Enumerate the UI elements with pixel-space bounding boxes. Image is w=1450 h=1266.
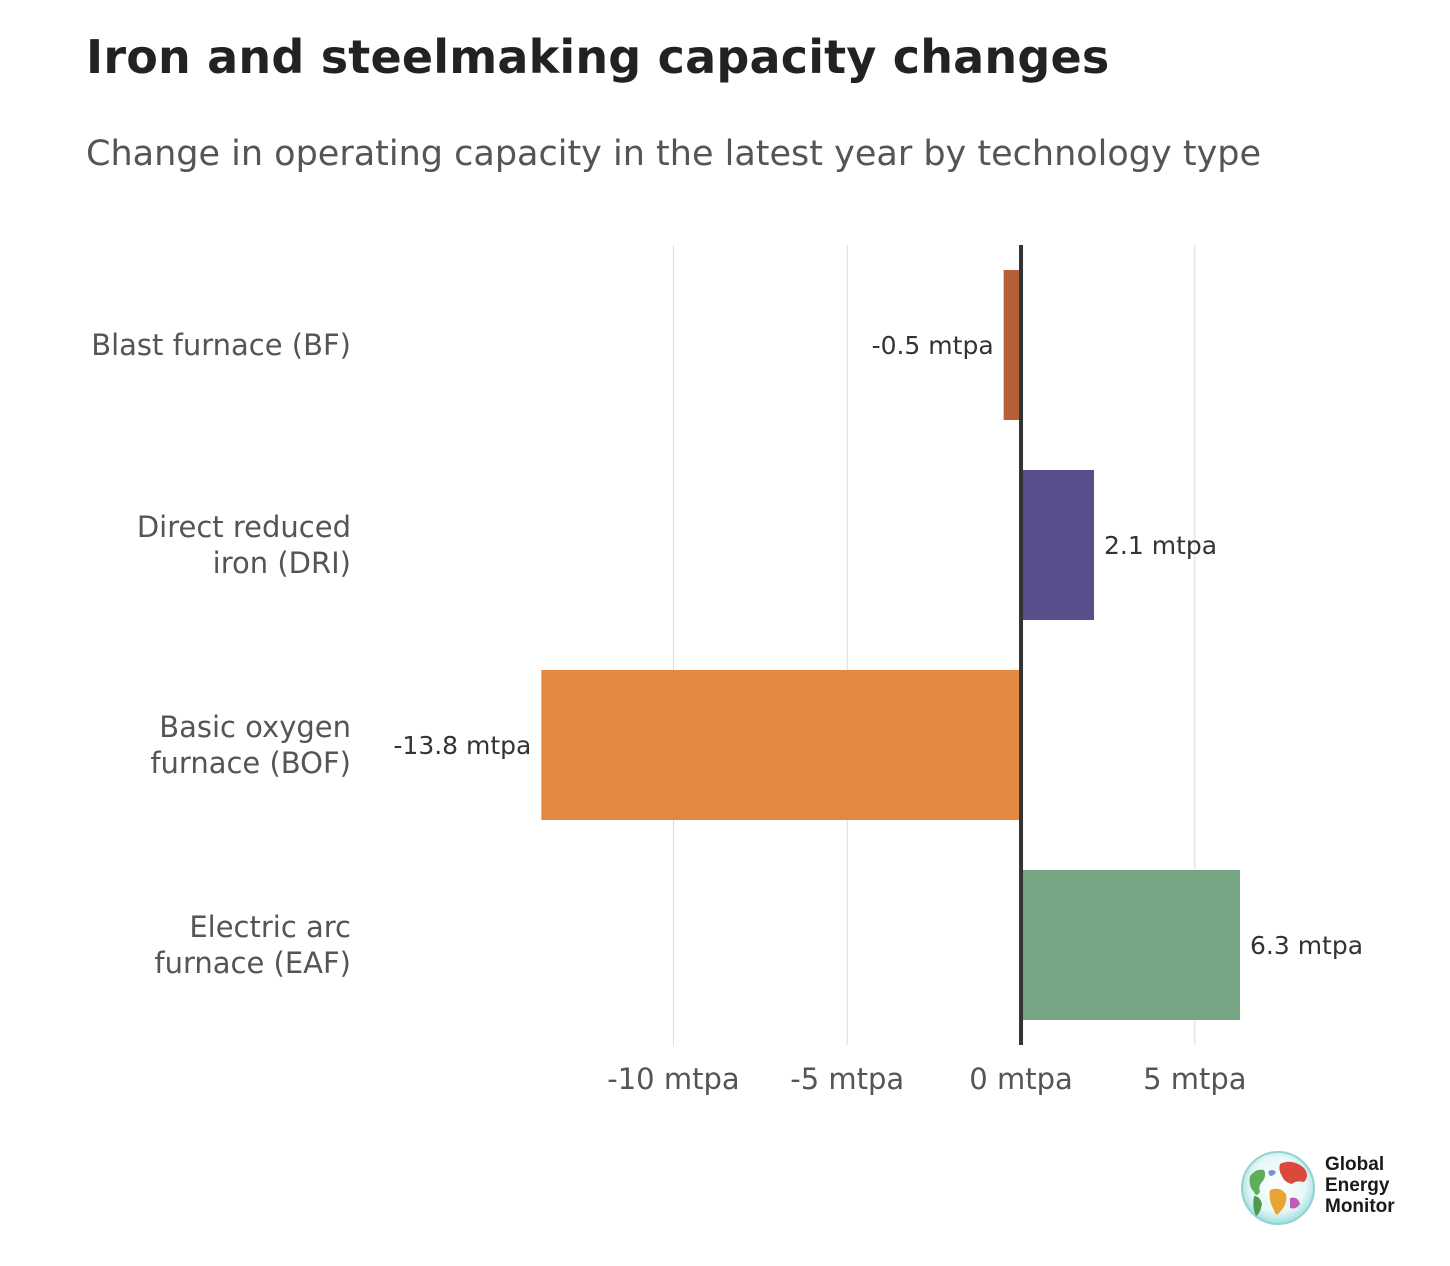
x-tick-label: 5 mtpa [1143, 1062, 1246, 1096]
category-label: Direct reduced iron (DRI) [137, 510, 351, 580]
category-label: Blast furnace (BF) [91, 328, 351, 362]
bar [541, 670, 1022, 820]
category-label: Electric arc furnace (EAF) [154, 910, 351, 980]
data-label: -13.8 mtpa [393, 731, 531, 760]
chart-title: Iron and steelmaking capacity changes [86, 30, 1110, 84]
logo-line: Monitor [1325, 1196, 1395, 1217]
globe-icon [1241, 1151, 1315, 1225]
category-label: Basic oxygen furnace (BOF) [150, 710, 351, 780]
logo-line: Energy [1325, 1175, 1390, 1196]
bar [1021, 470, 1095, 620]
data-label: 2.1 mtpa [1104, 531, 1217, 560]
x-tick-label: -10 mtpa [607, 1062, 739, 1096]
global-energy-monitor-logo: Global Energy Monitor [1240, 1150, 1420, 1230]
chart-subtitle: Change in operating capacity in the late… [86, 134, 1262, 174]
bar [1003, 270, 1022, 420]
x-tick-label: 0 mtpa [969, 1062, 1072, 1096]
data-label: -0.5 mtpa [872, 331, 994, 360]
bars [541, 270, 1240, 1020]
x-tick-label: -5 mtpa [790, 1062, 904, 1096]
labels: -10 mtpa -5 mtpa 0 mtpa 5 mtpa Blast furnace… [91, 328, 1363, 1096]
logo-line: Global [1325, 1154, 1385, 1175]
logo-text: Global Energy Monitor [1325, 1154, 1395, 1217]
bar [1021, 870, 1240, 1020]
data-label: 6.3 mtpa [1250, 931, 1363, 960]
